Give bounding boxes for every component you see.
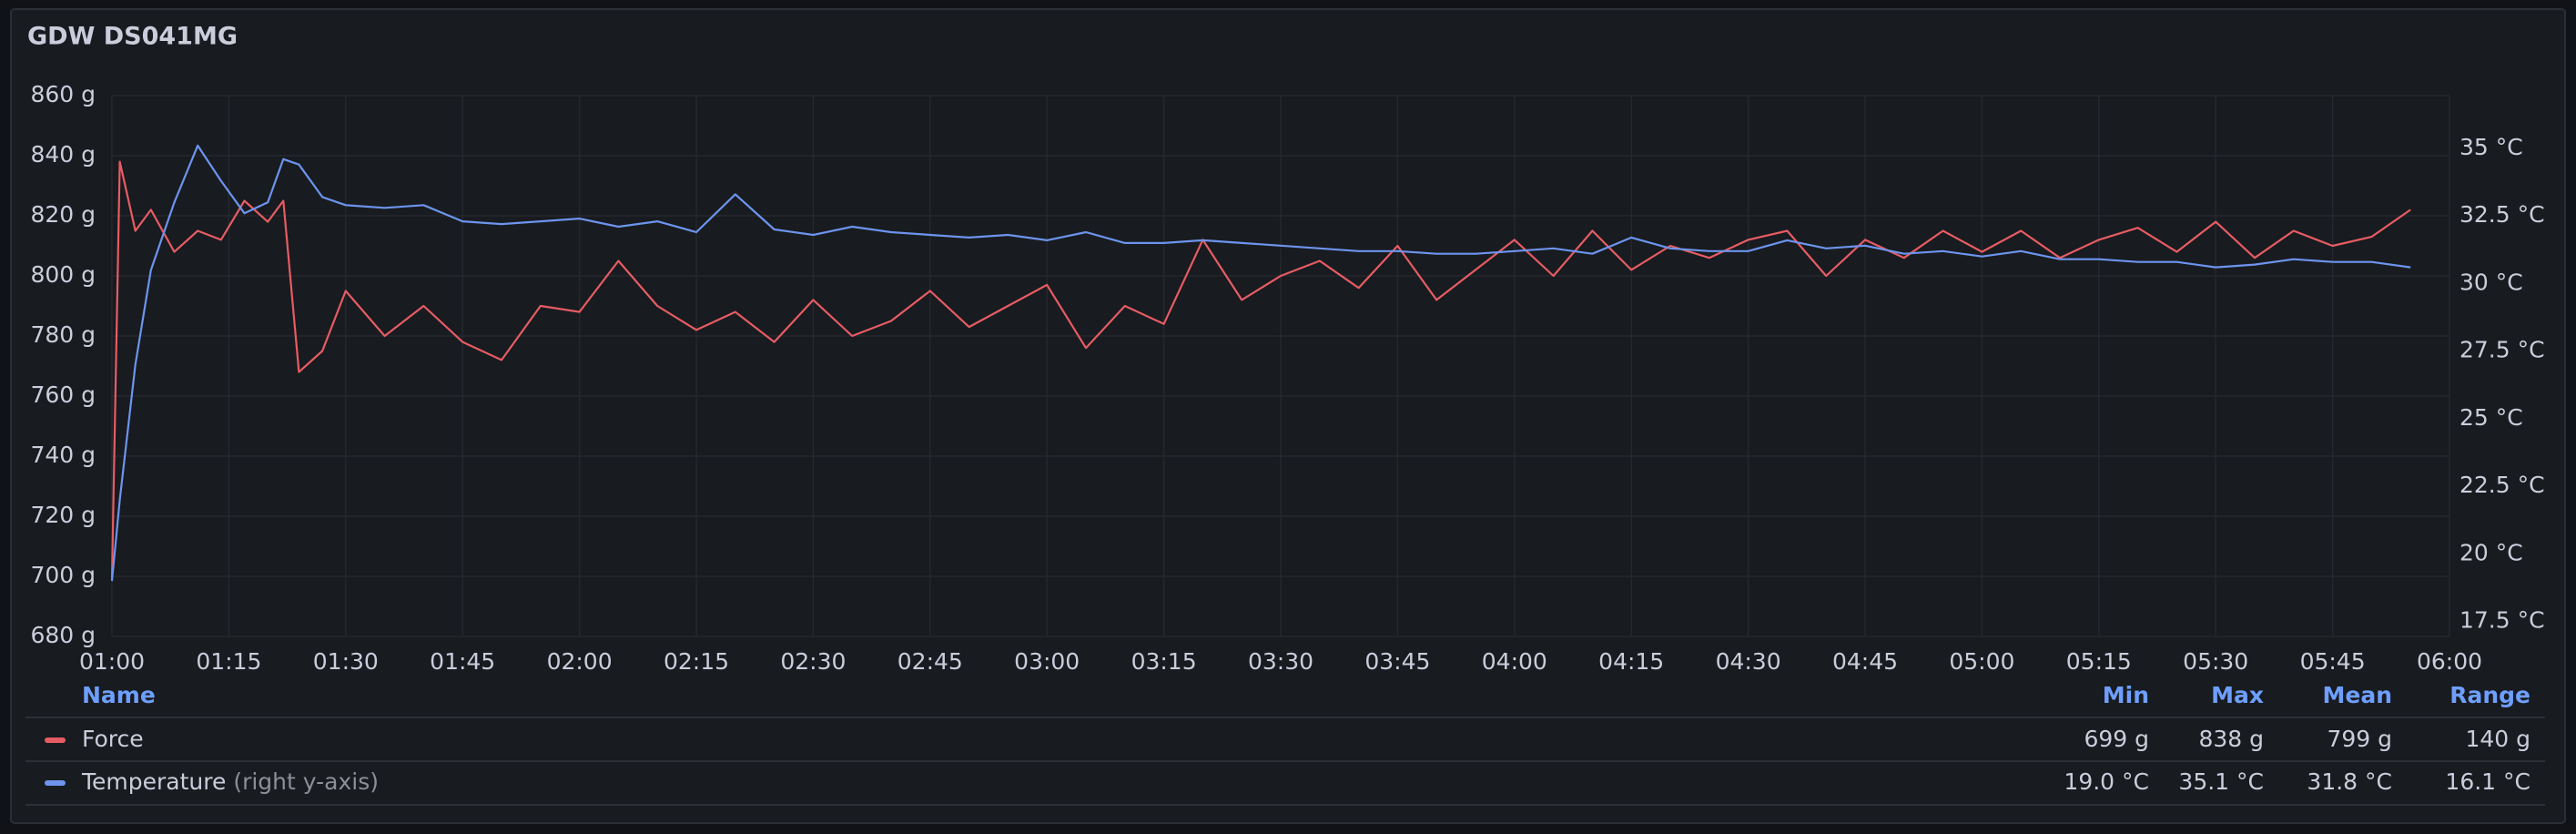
legend-axis-note: (right y-axis) <box>233 768 379 795</box>
legend-name: Temperature (right y-axis) <box>81 768 379 795</box>
legend-stat: 19.0 °C <box>2064 768 2149 795</box>
x-tick-label: 04:00 <box>1482 648 1547 675</box>
legend-swatch <box>45 737 66 743</box>
legend-stat: 799 g <box>2327 726 2392 752</box>
legend-stat: 140 g <box>2465 726 2530 752</box>
y-tick-label: 800 g <box>30 261 96 288</box>
y2-tick-label: 20 °C <box>2459 539 2523 565</box>
legend-stat: 838 g <box>2198 726 2264 752</box>
x-tick-label: 06:00 <box>2417 648 2482 675</box>
x-tick-label: 04:45 <box>1832 648 1898 675</box>
x-tick-label: 02:45 <box>898 648 963 675</box>
legend-swatch <box>45 780 66 786</box>
legend-header: Name <box>82 682 156 708</box>
y-tick-label: 860 g <box>30 81 96 107</box>
x-tick-label: 04:30 <box>1716 648 1781 675</box>
legend-name: Force <box>82 726 144 752</box>
x-tick-label: 03:45 <box>1364 648 1430 675</box>
legend-name-text[interactable]: Temperature <box>81 768 226 795</box>
x-tick-label: 01:45 <box>430 648 495 675</box>
panel-title: GDW DS041MG <box>27 23 238 51</box>
y2-tick-label: 30 °C <box>2459 269 2523 295</box>
y-tick-label: 700 g <box>30 562 96 588</box>
x-tick-label: 03:30 <box>1248 648 1313 675</box>
y2-tick-label: 22.5 °C <box>2459 472 2545 498</box>
y-tick-label: 780 g <box>30 321 96 348</box>
y2-tick-label: 32.5 °C <box>2459 201 2545 228</box>
legend-header: Range <box>2449 682 2530 708</box>
legend-header: Min <box>2103 682 2149 708</box>
x-tick-label: 02:00 <box>547 648 613 675</box>
y-tick-label: 740 g <box>30 442 96 468</box>
legend-header: Max <box>2211 682 2264 708</box>
y-tick-label: 760 g <box>30 381 96 408</box>
series-line <box>110 144 2411 582</box>
x-tick-label: 01:30 <box>313 648 379 675</box>
y-tick-label: 720 g <box>30 502 96 528</box>
legend-name-text[interactable]: Force <box>82 726 144 752</box>
x-tick-label: 05:45 <box>2300 648 2366 675</box>
legend-stat: 35.1 °C <box>2178 768 2264 795</box>
panel-frame <box>10 8 2566 824</box>
y2-tick-label: 25 °C <box>2459 404 2523 431</box>
y-tick-label: 680 g <box>30 622 96 648</box>
legend-stat: 31.8 °C <box>2307 768 2392 795</box>
x-tick-label: 01:00 <box>79 648 145 675</box>
x-tick-label: 05:30 <box>2183 648 2248 675</box>
x-tick-label: 01:15 <box>196 648 261 675</box>
y2-tick-label: 17.5 °C <box>2459 607 2545 634</box>
x-tick-label: 03:00 <box>1014 648 1080 675</box>
legend-header: Mean <box>2322 682 2392 708</box>
x-tick-label: 05:15 <box>2066 648 2132 675</box>
series-line <box>110 160 2411 580</box>
x-tick-label: 04:15 <box>1598 648 1664 675</box>
legend-stat: 699 g <box>2084 726 2149 752</box>
x-tick-label: 02:15 <box>664 648 729 675</box>
y2-tick-label: 27.5 °C <box>2459 337 2545 363</box>
y2-tick-label: 35 °C <box>2459 134 2523 160</box>
y-tick-label: 840 g <box>30 141 96 168</box>
x-tick-label: 05:00 <box>1949 648 2014 675</box>
x-tick-label: 03:15 <box>1131 648 1197 675</box>
x-tick-label: 02:30 <box>780 648 846 675</box>
y-tick-label: 820 g <box>30 201 96 228</box>
legend-stat: 16.1 °C <box>2445 768 2530 795</box>
